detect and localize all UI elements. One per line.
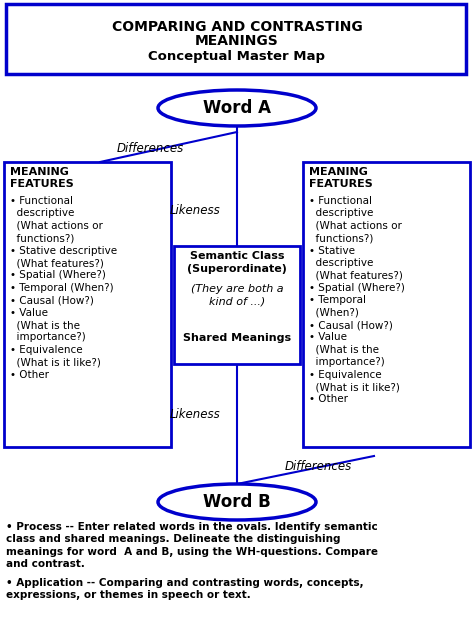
Text: COMPARING AND CONTRASTING: COMPARING AND CONTRASTING	[111, 20, 363, 34]
Text: Semantic Class
(Superordinate): Semantic Class (Superordinate)	[187, 251, 287, 273]
Ellipse shape	[158, 484, 316, 520]
Text: (They are both a
kind of ...): (They are both a kind of ...)	[191, 284, 283, 307]
Text: Conceptual Master Map: Conceptual Master Map	[148, 50, 326, 63]
FancyBboxPatch shape	[4, 162, 171, 447]
Text: MEANING
FEATURES: MEANING FEATURES	[309, 167, 373, 189]
Text: • Functional
  descriptive
  (What actions or
  functions?)
• Stative
  descript: • Functional descriptive (What actions o…	[309, 196, 405, 404]
Text: Shared Meanings: Shared Meanings	[183, 333, 291, 343]
FancyBboxPatch shape	[303, 162, 470, 447]
FancyBboxPatch shape	[6, 4, 466, 74]
Text: MEANINGS: MEANINGS	[195, 34, 279, 48]
Text: Differences: Differences	[284, 460, 352, 474]
Text: Word A: Word A	[203, 99, 271, 117]
Text: • Application -- Comparing and contrasting words, concepts,
expressions, or them: • Application -- Comparing and contrasti…	[6, 578, 364, 600]
Text: Likeness: Likeness	[170, 204, 220, 216]
FancyBboxPatch shape	[174, 246, 300, 364]
Text: MEANING
FEATURES: MEANING FEATURES	[10, 167, 74, 189]
Text: Word B: Word B	[203, 493, 271, 511]
Text: Differences: Differences	[117, 141, 183, 155]
Ellipse shape	[158, 90, 316, 126]
Text: • Functional
  descriptive
  (What actions or
  functions?)
• Stative descriptiv: • Functional descriptive (What actions o…	[10, 196, 117, 379]
Text: • Process -- Enter related words in the ovals. Identify semantic
class and share: • Process -- Enter related words in the …	[6, 522, 378, 569]
Text: Likeness: Likeness	[170, 408, 220, 422]
